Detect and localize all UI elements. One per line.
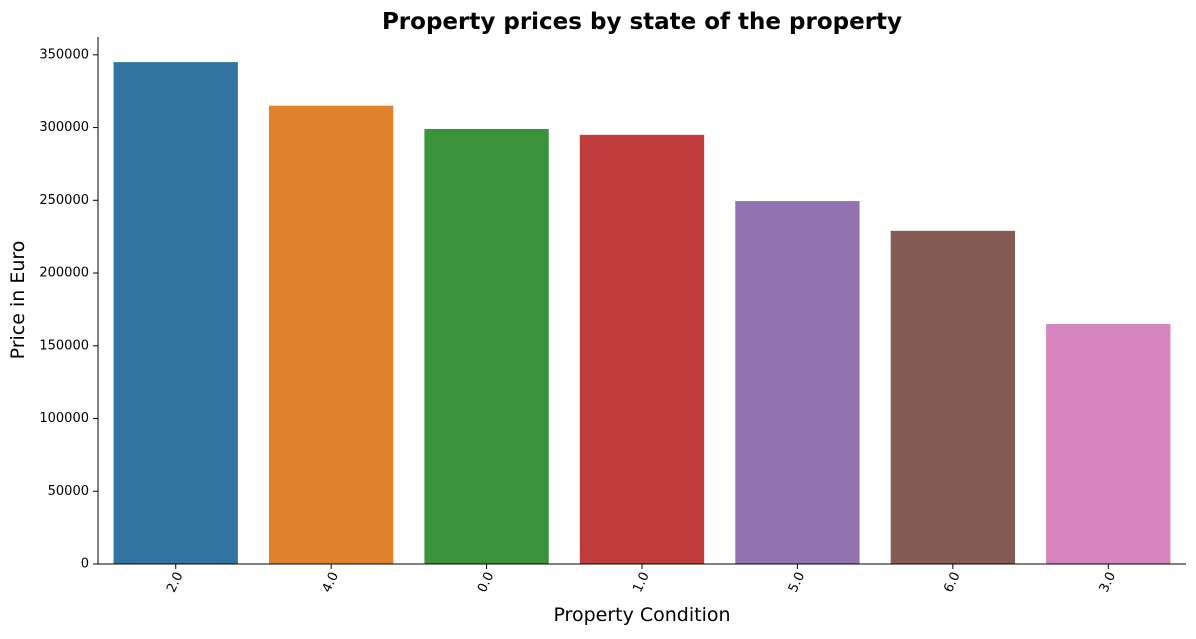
x-axis-label: Property Condition (553, 604, 730, 626)
y-axis-ticks: 0 50000 100000 150000 200000 250000 300000 3500… (39, 47, 98, 572)
x-tick-label: 3.0 (1097, 570, 1119, 595)
bar-1.0 (579, 134, 705, 564)
y-tick-label: 350000 (39, 47, 89, 62)
y-tick-label: 250000 (39, 193, 89, 208)
y-tick-label: 150000 (39, 338, 89, 353)
y-tick-label: 300000 (39, 120, 89, 135)
bar-6.0 (890, 230, 1016, 564)
x-tick-label: 5.0 (786, 570, 808, 595)
bars-group (113, 62, 1171, 565)
bar-0.0 (424, 129, 549, 564)
y-tick-label: 200000 (39, 266, 89, 281)
bar-2.0 (113, 62, 238, 564)
bar-5.0 (735, 201, 860, 564)
x-tick-label: 1.0 (630, 570, 652, 595)
x-tick-label: 2.0 (164, 570, 186, 595)
bar-4.0 (268, 105, 394, 565)
y-axis-label: Price in Euro (7, 241, 29, 360)
chart-title: Property prices by state of the property (382, 9, 902, 35)
y-tick-label: 0 (81, 557, 89, 572)
bar-3.0 (1046, 323, 1171, 564)
x-tick-label: 6.0 (941, 570, 963, 595)
y-tick-label: 100000 (39, 411, 89, 426)
y-tick-label: 50000 (48, 484, 89, 499)
x-tick-label: 0.0 (475, 570, 497, 595)
x-tick-label: 4.0 (320, 570, 342, 595)
x-axis-ticks: 2.0 4.0 0.0 1.0 5.0 6.0 3.0 (164, 564, 1119, 595)
